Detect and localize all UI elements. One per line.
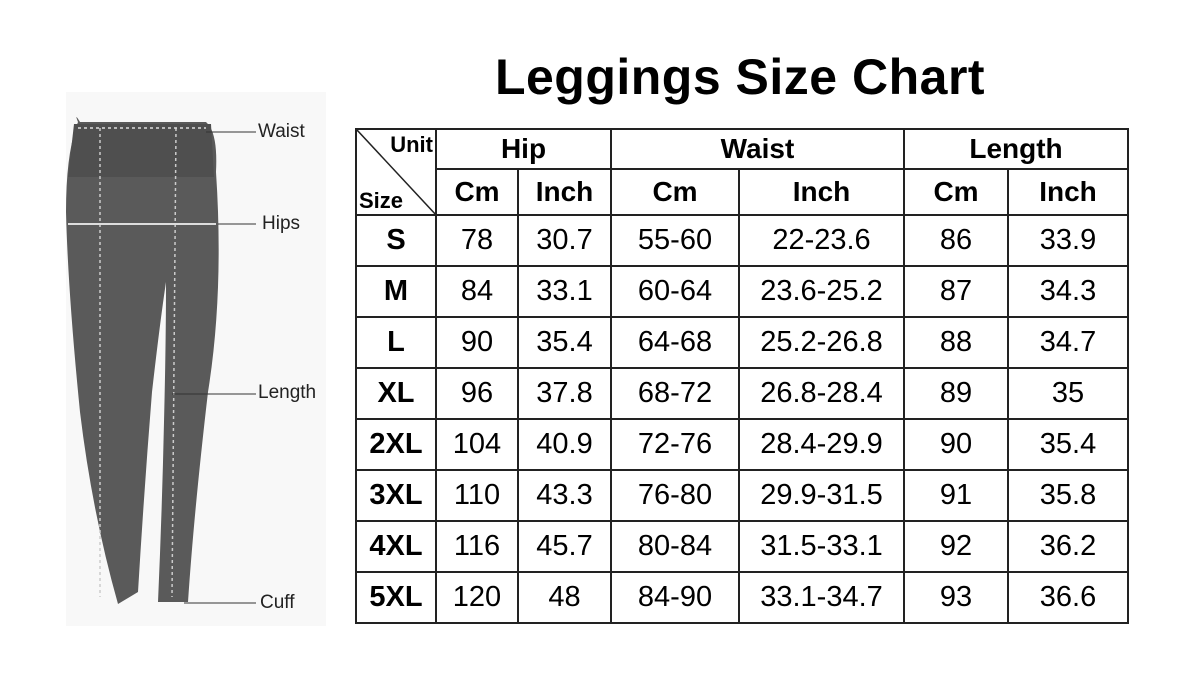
value-cell: 93 xyxy=(903,571,1009,624)
value-cell: 116 xyxy=(435,520,519,573)
value-cell: 78 xyxy=(435,214,519,267)
size-cell: 5XL xyxy=(355,571,437,624)
group-header-waist: Waist xyxy=(610,128,905,170)
leggings-image xyxy=(66,117,256,604)
unit-header-row: Cm Inch Cm Inch Cm Inch xyxy=(356,168,1129,216)
value-cell: 86 xyxy=(903,214,1009,267)
table-row: XL 96 37.8 68-72 26.8-28.4 89 35 xyxy=(355,367,1129,420)
value-cell: 68-72 xyxy=(610,367,740,420)
size-table: Unit Size Hip Waist Length Cm Inch Cm In… xyxy=(355,128,1129,624)
unit-header: Cm xyxy=(903,168,1009,216)
size-cell: S xyxy=(355,214,437,267)
value-cell: 34.7 xyxy=(1007,316,1129,369)
value-cell: 120 xyxy=(435,571,519,624)
table-row: 3XL 110 43.3 76-80 29.9-31.5 91 35.8 xyxy=(355,469,1129,522)
value-cell: 90 xyxy=(435,316,519,369)
value-cell: 28.4-29.9 xyxy=(738,418,905,471)
value-cell: 84-90 xyxy=(610,571,740,624)
cuff-label: Cuff xyxy=(260,592,295,613)
value-cell: 110 xyxy=(435,469,519,522)
value-cell: 80-84 xyxy=(610,520,740,573)
value-cell: 72-76 xyxy=(610,418,740,471)
waist-label: Waist xyxy=(258,121,305,142)
value-cell: 30.7 xyxy=(517,214,612,267)
value-cell: 23.6-25.2 xyxy=(738,265,905,318)
value-cell: 35.4 xyxy=(517,316,612,369)
corner-cell: Unit Size xyxy=(355,128,437,216)
value-cell: 26.8-28.4 xyxy=(738,367,905,420)
value-cell: 37.8 xyxy=(517,367,612,420)
value-cell: 36.2 xyxy=(1007,520,1129,573)
size-cell: M xyxy=(355,265,437,318)
value-cell: 36.6 xyxy=(1007,571,1129,624)
table-row: 4XL 116 45.7 80-84 31.5-33.1 92 36.2 xyxy=(355,520,1129,573)
value-cell: 33.1 xyxy=(517,265,612,318)
value-cell: 22-23.6 xyxy=(738,214,905,267)
value-cell: 96 xyxy=(435,367,519,420)
page-title: Leggings Size Chart xyxy=(494,49,986,105)
value-cell: 91 xyxy=(903,469,1009,522)
value-cell: 43.3 xyxy=(517,469,612,522)
value-cell: 55-60 xyxy=(610,214,740,267)
value-cell: 87 xyxy=(903,265,1009,318)
corner-unit-label: Unit xyxy=(390,132,433,157)
diagonal-divider xyxy=(357,130,437,216)
value-cell: 84 xyxy=(435,265,519,318)
corner-size-label: Size xyxy=(359,188,404,213)
size-cell: 2XL xyxy=(355,418,437,471)
value-cell: 92 xyxy=(903,520,1009,573)
size-cell: L xyxy=(355,316,437,369)
value-cell: 33.9 xyxy=(1007,214,1129,267)
table-row: L 90 35.4 64-68 25.2-26.8 88 34.7 xyxy=(355,316,1129,369)
value-cell: 89 xyxy=(903,367,1009,420)
table-row: 5XL 120 48 84-90 33.1-34.7 93 36.6 xyxy=(355,571,1129,624)
value-cell: 25.2-26.8 xyxy=(738,316,905,369)
value-cell: 48 xyxy=(517,571,612,624)
group-header-hip: Hip xyxy=(435,128,612,170)
table-row: S 78 30.7 55-60 22-23.6 86 33.9 xyxy=(355,214,1129,267)
size-cell: XL xyxy=(355,367,437,420)
value-cell: 35.4 xyxy=(1007,418,1129,471)
unit-header: Inch xyxy=(738,168,905,216)
unit-header: Cm xyxy=(610,168,740,216)
value-cell: 40.9 xyxy=(517,418,612,471)
value-cell: 35.8 xyxy=(1007,469,1129,522)
value-cell: 31.5-33.1 xyxy=(738,520,905,573)
group-header-length: Length xyxy=(903,128,1129,170)
hips-label: Hips xyxy=(262,213,301,234)
table-row: 2XL 104 40.9 72-76 28.4-29.9 90 35.4 xyxy=(355,418,1129,471)
size-cell: 4XL xyxy=(355,520,437,573)
value-cell: 88 xyxy=(903,316,1009,369)
leggings-illustration: Waist Hips Length Cuff xyxy=(66,92,326,626)
table-row: M 84 33.1 60-64 23.6-25.2 87 34.3 xyxy=(355,265,1129,318)
group-header-row: Unit Size Hip Waist Length xyxy=(355,128,1129,216)
length-label: Length xyxy=(258,382,317,403)
value-cell: 34.3 xyxy=(1007,265,1129,318)
value-cell: 90 xyxy=(903,418,1009,471)
unit-header: Inch xyxy=(517,168,612,216)
value-cell: 104 xyxy=(435,418,519,471)
value-cell: 45.7 xyxy=(517,520,612,573)
value-cell: 35 xyxy=(1007,367,1129,420)
size-cell: 3XL xyxy=(355,469,437,522)
value-cell: 29.9-31.5 xyxy=(738,469,905,522)
value-cell: 60-64 xyxy=(610,265,740,318)
value-cell: 76-80 xyxy=(610,469,740,522)
unit-header: Cm xyxy=(435,168,519,216)
value-cell: 64-68 xyxy=(610,316,740,369)
unit-header: Inch xyxy=(1007,168,1129,216)
value-cell: 33.1-34.7 xyxy=(738,571,905,624)
